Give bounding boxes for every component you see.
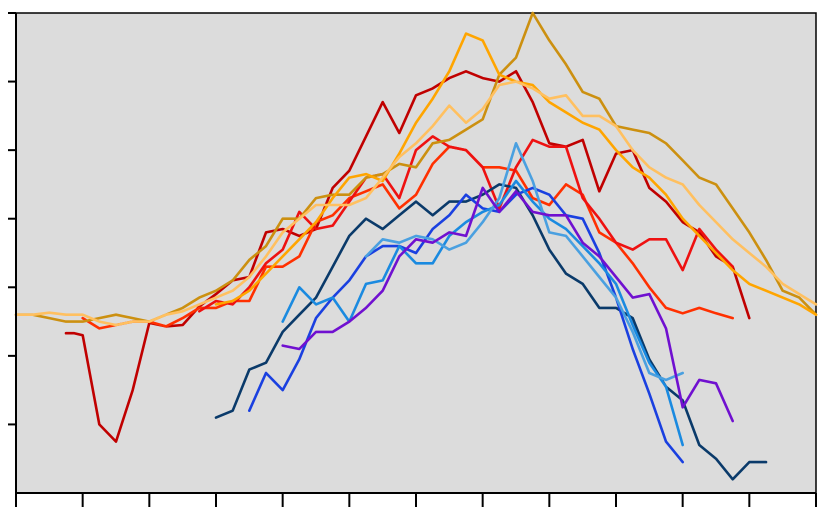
series-line-7 bbox=[214, 183, 768, 481]
series-layer bbox=[14, 11, 818, 481]
series-line-11 bbox=[281, 186, 735, 423]
ticks-layer bbox=[8, 12, 817, 507]
series-line-8 bbox=[248, 186, 685, 464]
series-line-6 bbox=[14, 80, 818, 327]
series-line-2 bbox=[81, 145, 735, 330]
series-line-10 bbox=[364, 142, 685, 382]
series-line-3 bbox=[198, 135, 735, 313]
